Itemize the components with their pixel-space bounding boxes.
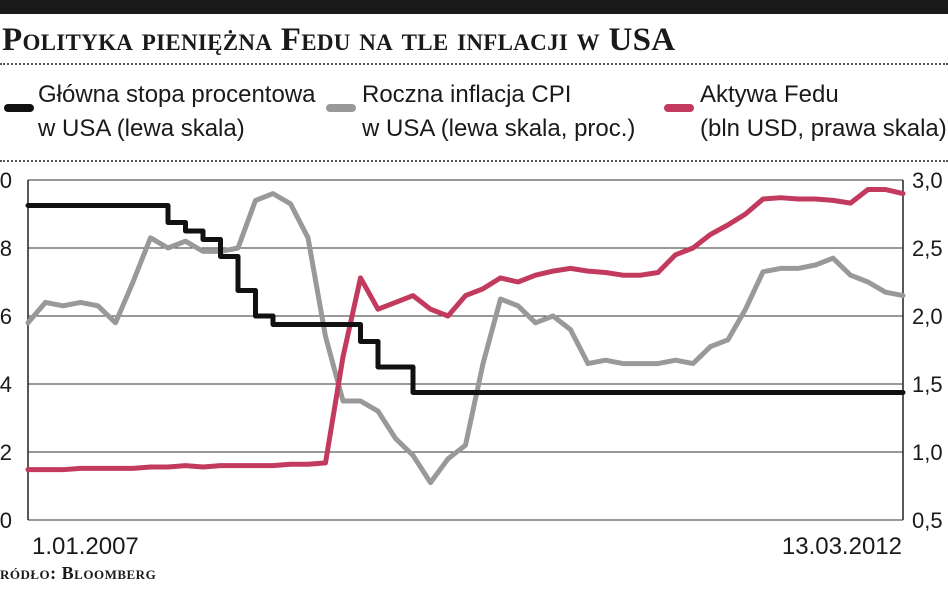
chart-title: Polityka pieniężna Fedu na tle inflacji …: [2, 22, 676, 58]
legend-swatch-rate: [4, 104, 34, 112]
x-start-label: 1.01.2007: [32, 533, 139, 560]
legend-rule: [0, 160, 948, 162]
legend-label-cpi: Roczna inflacja CPI w USA (lewa skala, p…: [362, 78, 635, 146]
right-tick-label: 1,5: [912, 372, 943, 397]
top-bar: [0, 0, 948, 14]
left-tick-label: 0: [0, 508, 12, 533]
legend-label-cpi-line2: w USA (lewa skala, proc.): [362, 115, 636, 142]
legend-swatch-assets: [664, 104, 694, 112]
series-line-assets: [25, 187, 906, 473]
left-tick-label: 6: [0, 304, 12, 329]
right-tick-label: 2,5: [912, 236, 943, 261]
legend-swatch-cpi: [326, 104, 356, 112]
right-tick-label: 2,0: [912, 304, 943, 329]
legend-label-assets: Aktywa Fedu (bln USD, prawa skala): [700, 78, 947, 146]
legend-label-rate-line1: Główna stopa procentowa: [38, 81, 316, 108]
left-tick-label: 8: [0, 236, 12, 261]
legend-label-rate-line2: w USA (lewa skala): [38, 115, 245, 142]
series-line-cpi: [25, 191, 906, 486]
legend-label-assets-line1: Aktywa Fedu: [700, 81, 839, 108]
right-tick-label: 1,0: [912, 440, 943, 465]
right-tick-label: 3,0: [912, 168, 943, 193]
series-line-rate: [25, 203, 906, 395]
right-tick-label: 0,5: [912, 508, 943, 533]
left-tick-label: 4: [0, 372, 12, 397]
title-rule: [0, 63, 948, 65]
left-tick-label: 2: [0, 440, 12, 465]
legend-label-cpi-line1: Roczna inflacja CPI: [362, 81, 572, 108]
left-tick-label: 10: [0, 168, 12, 193]
source-note: ródło: Bloomberg: [0, 563, 157, 583]
legend-label-assets-line2: (bln USD, prawa skala): [700, 115, 947, 142]
x-end-label: 13.03.2012: [782, 533, 902, 560]
legend-label-rate: Główna stopa procentowa w USA (lewa skal…: [38, 78, 316, 146]
